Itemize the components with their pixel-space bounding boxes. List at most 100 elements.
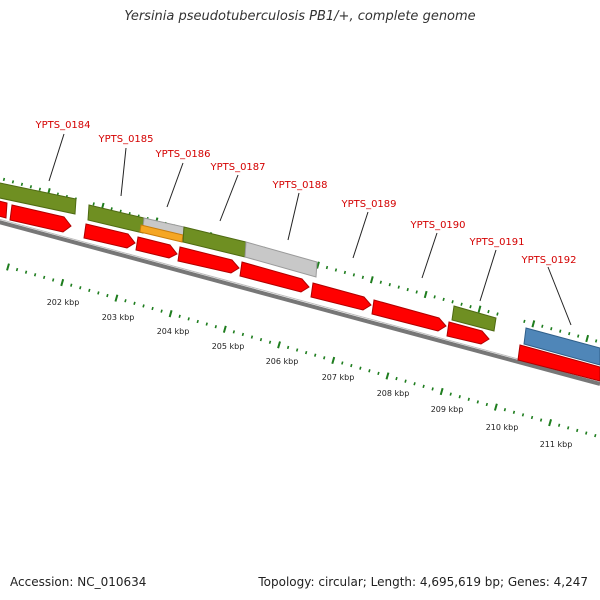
cds-track [0,200,600,382]
tick-mark [92,202,95,206]
map-title: Yersinia pseudotuberculosis PB1/+, compl… [124,9,476,24]
tick-mark [377,371,380,376]
gene-label[interactable]: YPTS_0186 [154,149,210,160]
gene-label[interactable]: YPTS_0189 [340,199,396,210]
ruler-label: 211 kbp [540,440,573,449]
tick-mark [79,286,82,290]
cds-arrow[interactable] [239,261,310,293]
tick-mark [423,290,428,299]
tick-mark [314,353,317,357]
tick-mark [433,295,436,299]
cds-arrow[interactable] [135,236,178,259]
ruler-label: 205 kbp [212,342,245,351]
tick-mark [214,325,217,329]
tick-mark [250,335,254,339]
ruler-label: 209 kbp [431,405,464,414]
gene-feature-0192[interactable] [523,327,600,366]
tick-mark [187,317,190,321]
tick-mark [477,305,482,313]
tick-mark [577,334,580,338]
tick-mark [133,301,136,305]
gene-feature-0191[interactable] [451,305,497,332]
tick-mark [325,265,329,270]
tick-mark [531,320,536,328]
cds-arrow[interactable] [446,321,490,345]
tick-mark [379,280,382,284]
gene-label[interactable]: YPTS_0191 [468,237,524,248]
tick-mark [33,273,37,277]
tick-mark [422,384,425,389]
tick-mark [334,268,338,272]
gene-feature-0184[interactable] [0,182,77,215]
tick-mark [51,278,55,282]
accession-text: Accession: NC_010634 [10,575,147,589]
tick-mark [493,403,498,411]
tick-mark [341,361,344,365]
tick-mark [469,305,472,309]
tick-mark [97,291,100,295]
tick-mark [395,376,398,381]
tick-mark [160,309,163,313]
tick-mark [124,299,127,303]
ruler-label: 204 kbp [157,327,190,336]
ruler-tick-track [6,263,597,438]
cds-arrow[interactable] [310,282,372,311]
gene-feature-0186b[interactable] [139,224,184,243]
tick-mark [458,395,461,399]
tick-mark [431,387,434,391]
gene-label[interactable]: YPTS_0184 [34,120,90,131]
gene-label[interactable]: YPTS_0187 [209,162,265,173]
tick-mark [286,345,290,350]
tick-mark [168,310,173,318]
gene-label[interactable]: YPTS_0190 [409,220,465,231]
tick-mark [451,300,454,304]
tick-mark [388,283,391,287]
tick-mark [60,278,65,287]
cds-arrow[interactable] [177,246,240,274]
tick-mark [196,319,199,324]
cds-arrow[interactable] [0,200,8,219]
tick-mark [323,356,326,360]
tick-mark [397,285,400,289]
tick-mark [316,261,320,269]
tick-mark [442,297,445,302]
tick-mark [404,379,407,383]
cds-arrow[interactable] [9,204,72,233]
gene-feature-0188[interactable] [244,241,318,278]
cds-arrow[interactable] [371,299,447,332]
cds-arrow[interactable] [517,344,600,382]
cds-arrow[interactable] [83,223,136,249]
tick-mark [24,270,28,274]
tick-mark [142,304,145,308]
tick-mark [415,290,418,294]
tick-mark [232,330,236,334]
tick-mark [530,415,534,420]
tick-mark [15,267,19,272]
tick-mark [496,312,499,316]
tick-mark [106,293,109,298]
tick-mark [11,180,15,184]
ruler-label: 208 kbp [377,389,410,398]
tick-mark [151,306,154,311]
genome-summary-text: Topology: circular; Length: 4,695,619 bp… [258,575,588,589]
tick-mark [487,309,490,314]
tick-mark [512,410,516,414]
gene-label[interactable]: YPTS_0185 [97,134,153,145]
tick-mark [541,324,544,328]
tick-mark [70,283,73,287]
ruler-label: 203 kbp [102,313,135,322]
tick-mark [352,273,356,277]
tick-mark [268,340,272,344]
tick-mark [259,337,263,342]
tick-mark [550,327,553,331]
gene-label[interactable]: YPTS_0192 [520,255,576,266]
tick-mark [548,419,553,427]
tick-mark [88,288,91,293]
tick-mark [361,275,365,279]
tick-mark [566,426,570,430]
tick-mark [594,339,598,343]
gene-label[interactable]: YPTS_0188 [271,180,327,191]
tick-mark [385,372,390,380]
tick-mark [439,387,444,396]
tick-mark [241,332,245,337]
